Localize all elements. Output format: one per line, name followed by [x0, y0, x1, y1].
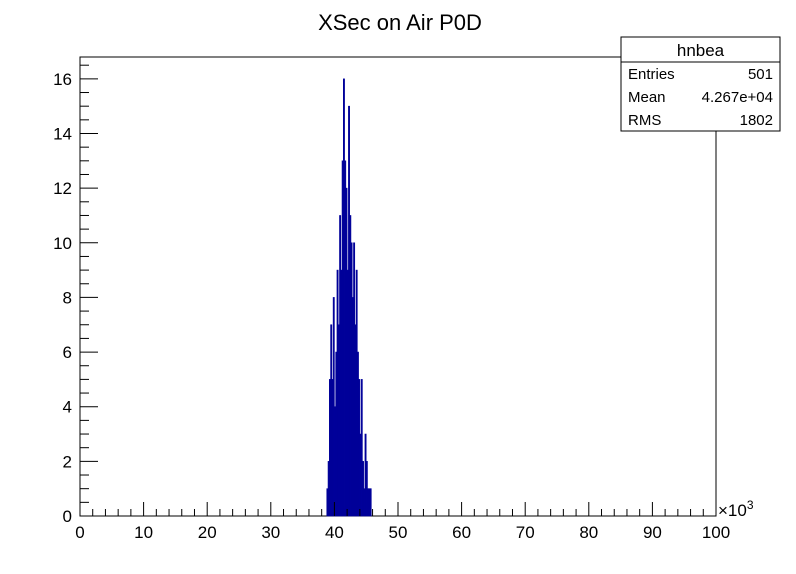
stats-value: 1802 — [740, 112, 773, 129]
y-tick-label: 12 — [53, 179, 72, 198]
x-tick-label: 90 — [643, 523, 662, 542]
stats-histogram-name: hnbea — [677, 41, 725, 60]
x-tick-label: 0 — [75, 523, 84, 542]
x-tick-label: 30 — [261, 523, 280, 542]
stats-value: 4.267e+04 — [702, 89, 773, 106]
x-axis-multiplier: ×103 — [718, 498, 754, 520]
y-tick-label: 0 — [63, 507, 72, 526]
stats-label: Entries — [628, 66, 675, 83]
x-multiplier-exponent: 3 — [747, 498, 754, 512]
stats-value: 501 — [748, 66, 773, 83]
x-tick-label: 100 — [702, 523, 730, 542]
y-tick-label: 4 — [63, 398, 72, 417]
histogram-bin-34 — [369, 488, 372, 517]
histogram-bin-27 — [360, 379, 363, 517]
x-tick-label: 80 — [579, 523, 598, 542]
axes: 0 10 20 30 40 50 60 70 80 90 100 0 2 4 6 8 10 12 14 16 — [53, 64, 730, 542]
chart-title: XSec on Air P0D — [318, 10, 482, 35]
histogram-bins — [326, 78, 372, 517]
x-tick-label: 60 — [452, 523, 471, 542]
y-tick-label: 14 — [53, 125, 72, 144]
x-tick-label: 50 — [389, 523, 408, 542]
stats-label: RMS — [628, 112, 661, 129]
y-tick-label: 6 — [63, 343, 72, 362]
stats-box-border — [620, 36, 781, 132]
y-tick-label: 16 — [53, 70, 72, 89]
x-tick-label: 20 — [198, 523, 217, 542]
x-tick-label: 10 — [134, 523, 153, 542]
y-tick-label: 2 — [63, 452, 72, 471]
x-multiplier-label: ×10 — [718, 501, 747, 520]
y-tick-label: 8 — [63, 288, 72, 307]
stats-label: Mean — [628, 89, 666, 106]
y-tick-label: 10 — [53, 234, 72, 253]
x-tick-label: 70 — [516, 523, 535, 542]
x-tick-label: 40 — [325, 523, 344, 542]
